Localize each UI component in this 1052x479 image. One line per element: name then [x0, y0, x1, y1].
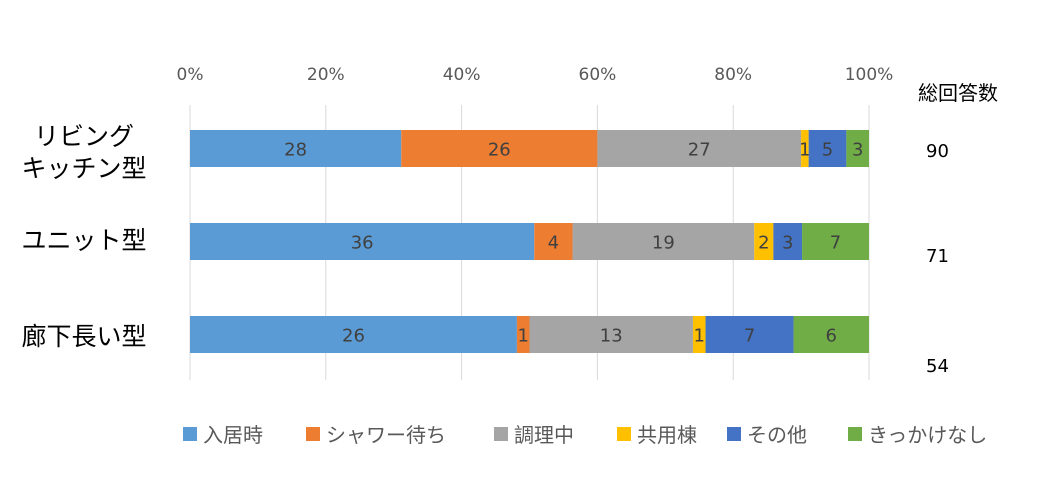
bar-segment [754, 223, 774, 260]
legend-swatch [727, 427, 741, 441]
bar-segment [572, 223, 755, 260]
bar-segment [808, 130, 847, 167]
data-label: 19 [652, 233, 675, 254]
data-label: 1 [517, 326, 528, 347]
data-label: 3 [852, 140, 863, 161]
x-tick-label: 0% [177, 65, 204, 85]
legend-label: シャワー待ち [326, 423, 446, 447]
bar-segment [793, 316, 869, 353]
data-label: 7 [744, 326, 755, 347]
bar-segment [597, 130, 802, 167]
bar-segment [705, 316, 794, 353]
x-tick-label: 40% [443, 65, 481, 85]
data-label: 3 [782, 233, 793, 254]
data-label: 13 [600, 326, 623, 347]
bar-segment [534, 223, 573, 260]
bar-segment [190, 130, 402, 167]
data-label: 4 [548, 233, 559, 254]
legend-label: きっかけなし [868, 423, 987, 447]
total-value: 90 [926, 141, 949, 162]
bar-segment [802, 223, 869, 260]
data-label: 1 [799, 140, 810, 161]
bar-segment [846, 130, 869, 167]
bar-segment [401, 130, 598, 167]
data-label: 5 [822, 140, 833, 161]
bar-segment [190, 316, 517, 353]
bar-segment [692, 316, 706, 353]
totals-header: 総回答数 [918, 81, 998, 105]
legend-swatch [617, 427, 631, 441]
bar-segment [516, 316, 530, 353]
data-label: 1 [694, 326, 705, 347]
data-label: 26 [488, 140, 511, 161]
category-label: リビング [34, 122, 134, 151]
data-label: 7 [830, 233, 841, 254]
data-label: 28 [284, 140, 307, 161]
data-label: 2 [758, 233, 769, 254]
x-tick-label: 60% [579, 65, 617, 85]
data-label: 36 [351, 233, 374, 254]
category-label: キッチン型 [21, 154, 146, 183]
x-tick-label: 80% [714, 65, 752, 85]
legend-swatch [183, 427, 197, 441]
category-label: 廊下長い型 [21, 322, 146, 351]
category-label: ユニット型 [21, 226, 146, 255]
legend-label: 入居時 [203, 423, 263, 447]
bar-segment [190, 223, 535, 260]
x-axis-ticks: 0% 20% 40% 60% 80% 100% [177, 65, 894, 85]
legend-swatch [494, 427, 508, 441]
x-tick-label: 20% [307, 65, 345, 85]
bars: 28 26 27 1 5 336 4 19 2 3 726 1 13 1 7 6 [190, 130, 869, 353]
legend-label: 共用棟 [637, 423, 697, 447]
bar-segment [529, 316, 693, 353]
data-label: 27 [688, 140, 711, 161]
legend-swatch [848, 427, 862, 441]
data-label: 26 [342, 326, 365, 347]
bar-segment [773, 223, 803, 260]
total-value: 54 [926, 356, 949, 377]
x-tick-label: 100% [845, 65, 894, 85]
total-value: 71 [926, 246, 949, 267]
legend-label: その他 [747, 423, 807, 447]
legend-swatch [306, 427, 320, 441]
legend: 入居時 シャワー待ち 調理中 共用棟 その他 きっかけなし [183, 423, 987, 447]
legend-label: 調理中 [514, 423, 574, 447]
bar-segment [801, 130, 809, 167]
totals: 90 71 54 [926, 141, 949, 377]
data-label: 6 [826, 326, 837, 347]
